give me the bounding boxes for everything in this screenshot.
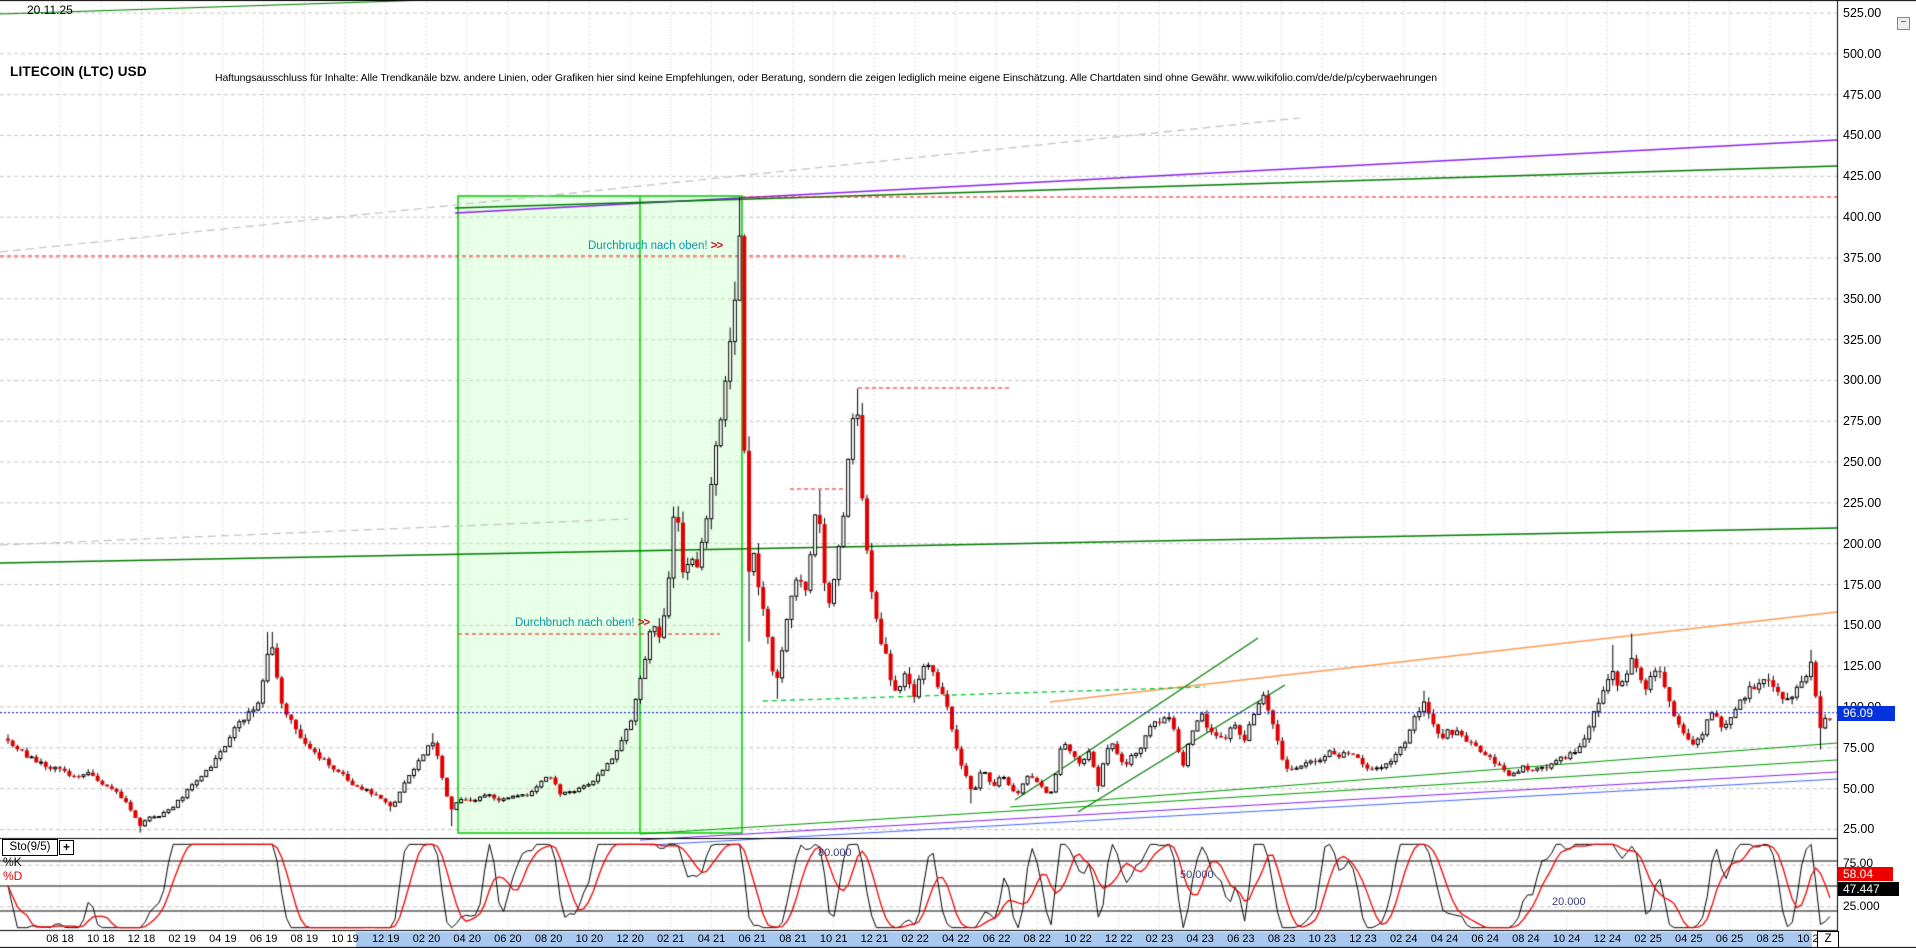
time-axis-label: 12 24 <box>1593 933 1622 945</box>
annotation-text: Durchbruch nach oben! <box>515 617 635 629</box>
price-axis-label: 500.00 <box>1843 46 1882 61</box>
stochastic-d-value-badge: 58.04 <box>1838 867 1893 881</box>
time-axis-label: 12 22 <box>1104 933 1133 945</box>
stochastic-settings-button[interactable]: Sto(9/5) <box>2 839 58 856</box>
time-axis-label: 06 22 <box>982 933 1011 945</box>
time-axis-label: 12 20 <box>616 933 644 945</box>
stochastic-level-label: 50.000 <box>1180 869 1214 881</box>
price-axis-label: 50.00 <box>1843 781 1875 796</box>
time-axis-label: 02 19 <box>168 933 196 945</box>
time-axis-label: 10 21 <box>819 933 848 945</box>
time-axis-label: 02 23 <box>1145 933 1174 945</box>
annotation-text: Durchbruch nach oben! <box>588 240 708 252</box>
time-axis-label: 12 23 <box>1349 933 1377 945</box>
time-axis-label: 06 25 <box>1715 933 1744 945</box>
time-axis-label: 08 24 <box>1512 933 1540 945</box>
time-axis-label: 06 21 <box>738 933 766 945</box>
price-axis-label: 200.00 <box>1843 536 1882 551</box>
price-axis-label: 375.00 <box>1843 250 1882 265</box>
time-axis-label: 06 20 <box>494 933 522 945</box>
time-axis-label: 02 25 <box>1634 933 1662 945</box>
annotation-breakout-upper: Durchbruch nach oben! >> <box>588 240 723 252</box>
price-axis-label: 400.00 <box>1843 210 1882 225</box>
time-axis-label: 04 22 <box>942 933 970 945</box>
time-axis-label: 12 19 <box>371 933 400 945</box>
annotation-breakout-lower: Durchbruch nach oben! >> <box>515 617 650 629</box>
price-axis-label: 75.00 <box>1843 740 1875 755</box>
time-axis-label: 12 21 <box>860 933 889 945</box>
time-axis-label: 02 21 <box>657 933 685 945</box>
price-axis-label: 175.00 <box>1843 577 1882 592</box>
time-axis-label: 06 23 <box>1227 933 1255 945</box>
price-axis-label: 450.00 <box>1843 128 1882 143</box>
time-axis-label: 10 23 <box>1308 933 1337 945</box>
stochastic-k-value-badge: 47.447 <box>1838 882 1899 896</box>
price-axis-label: 150.00 <box>1843 618 1882 633</box>
price-axis-label: 275.00 <box>1843 414 1882 429</box>
price-axis-label: 425.00 <box>1843 169 1882 184</box>
time-axis-label: 06 24 <box>1471 933 1499 945</box>
price-axis-label: 250.00 <box>1843 455 1882 470</box>
time-axis-label: 08 23 <box>1267 933 1296 945</box>
stochastic-level-label: 80.000 <box>818 847 852 859</box>
timezone-button[interactable]: Z <box>1817 931 1839 948</box>
time-axis-label: 08 22 <box>1023 933 1052 945</box>
price-axis-label: 225.00 <box>1843 495 1882 510</box>
annotation-arrow-icon: >> <box>710 240 723 252</box>
stochastic-level-label: 20.000 <box>1552 896 1586 908</box>
collapse-icon[interactable]: − <box>1897 17 1910 30</box>
time-axis-label: 08 21 <box>779 933 807 945</box>
time-axis-label: 04 23 <box>1186 933 1214 945</box>
time-axis-label: 08 20 <box>534 933 563 945</box>
time-axis-label: 12 18 <box>127 933 156 945</box>
price-axis-label: 350.00 <box>1843 291 1882 306</box>
time-axis-label: 02 20 <box>412 933 441 945</box>
time-axis-label: 10 22 <box>1064 933 1092 945</box>
time-axis-label: 08 19 <box>290 933 319 945</box>
time-axis-label: 04 24 <box>1430 933 1459 945</box>
stochastic-75-label: 75.00 <box>1843 856 1874 870</box>
chart-date-label: 20.11.25 <box>27 3 73 17</box>
annotation-arrow-icon: >> <box>637 617 650 629</box>
time-axis-label: 02 22 <box>901 933 929 945</box>
time-axis-label: 08 18 <box>46 933 74 945</box>
time-axis-label: 10 18 <box>86 933 115 945</box>
current-price-badge: 96.09 <box>1838 706 1895 721</box>
time-axis-label: 02 24 <box>1389 933 1418 945</box>
stochastic-d-label: %D <box>3 869 23 883</box>
price-axis-label: 475.00 <box>1843 87 1882 102</box>
time-axis-label: 04 19 <box>209 933 237 945</box>
time-axis-label: 06 19 <box>249 933 278 945</box>
time-axis-label: 10 20 <box>575 933 604 945</box>
time-axis-label: 08 25 <box>1756 933 1784 945</box>
stochastic-25-label: 25.000 <box>1843 899 1880 913</box>
time-axis-label: 04 21 <box>697 933 726 945</box>
price-axis-label: 525.00 <box>1843 6 1882 20</box>
disclaimer-text: Haftungsausschluss für Inhalte: Alle Tre… <box>215 72 1438 84</box>
time-axis-label: 04 25 <box>1675 933 1703 945</box>
time-axis-label: 10 24 <box>1552 933 1581 945</box>
stochastic-k-label: %K <box>3 855 22 869</box>
instrument-title: LITECOIN (LTC) USD <box>10 64 147 79</box>
price-axis-label: 125.00 <box>1843 659 1882 674</box>
time-axis-label: 04 20 <box>453 933 481 945</box>
price-axis-label: 25.00 <box>1843 822 1875 837</box>
add-indicator-button[interactable]: + <box>59 840 74 855</box>
price-axis-label: 325.00 <box>1843 332 1882 347</box>
price-axis-label: 300.00 <box>1843 373 1882 388</box>
time-axis-label: 10 19 <box>331 933 359 945</box>
